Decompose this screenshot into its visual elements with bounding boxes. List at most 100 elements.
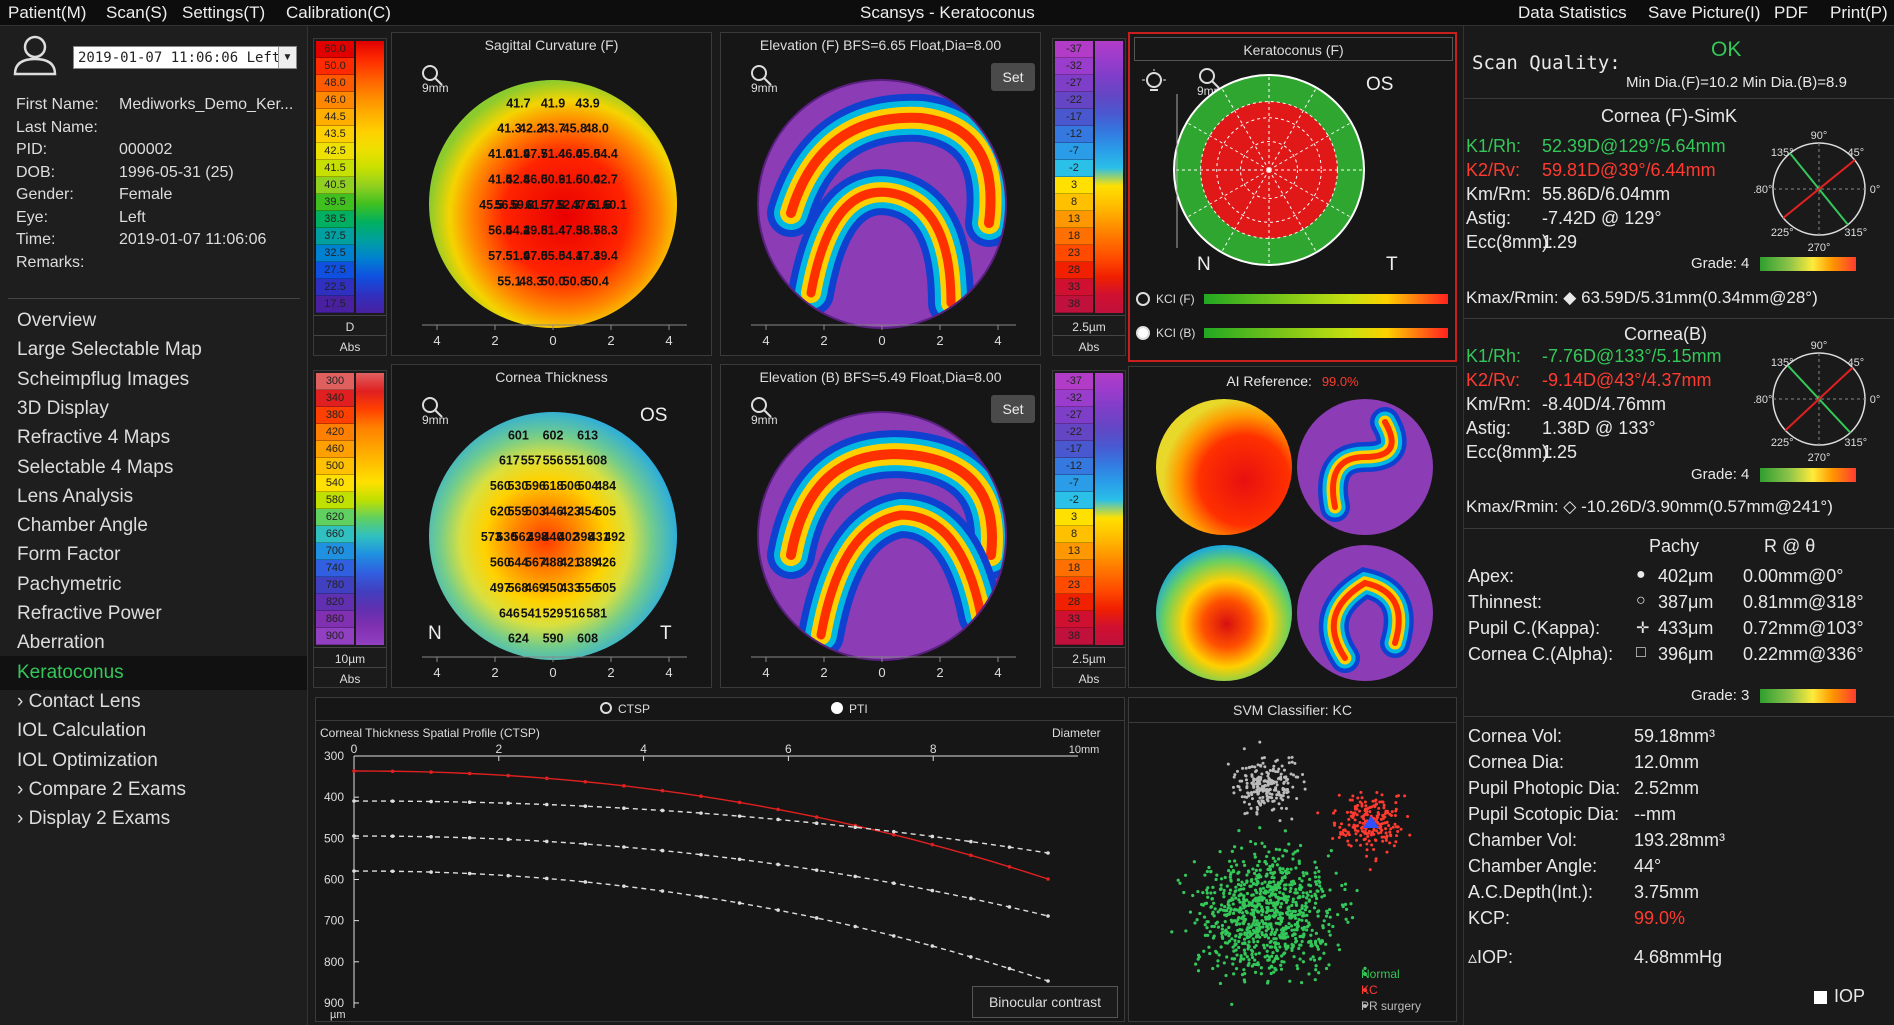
nav-item[interactable]: Pachymetric	[17, 573, 122, 595]
map-value: 488	[543, 555, 564, 569]
scale-unit[interactable]: 2.5µm	[1053, 315, 1125, 337]
axis-angle-label: 180°	[1754, 394, 1772, 406]
map-value: 433	[560, 581, 581, 595]
scale-unit[interactable]: 2.5µm	[1053, 647, 1125, 669]
y-unit: µm	[330, 1009, 346, 1021]
map-value: 421	[560, 555, 581, 569]
axis-angle-label: 90°	[1811, 130, 1828, 142]
magnifier-icon[interactable]	[1197, 66, 1223, 92]
map-value: 51.4	[541, 223, 565, 237]
nav-item[interactable]: Keratoconus	[0, 655, 307, 690]
x-tick: 6	[785, 742, 792, 756]
map-value: 551	[564, 454, 585, 468]
row-value: 59.81D@39°/6.44mm	[1542, 160, 1716, 180]
scale-value: 780	[316, 577, 354, 594]
ctsp-radio[interactable]	[600, 702, 612, 714]
stat-label: KCP:	[1468, 908, 1511, 928]
exam-select[interactable]: 2019-01-07 11:06:06 Left ▼	[73, 46, 297, 69]
menu-print[interactable]: Print(P)	[1830, 3, 1888, 22]
nav-item[interactable]: Large Selectable Map	[17, 339, 202, 361]
x-tick: 2	[820, 333, 827, 348]
nav-item[interactable]: Lens Analysis	[17, 485, 134, 507]
menu-calibration[interactable]: Calibration(C)	[286, 3, 391, 22]
row-value: -7.42D @ 129°	[1542, 208, 1662, 228]
map-value: 56.6	[495, 198, 519, 212]
map-value: 504	[578, 479, 599, 493]
row-value: 1.38D @ 133°	[1542, 418, 1656, 438]
pti-radio[interactable]	[831, 702, 843, 714]
nav-item[interactable]: Chamber Angle	[17, 515, 148, 537]
stat-value: 193.28mm³	[1634, 830, 1726, 850]
menu-scan[interactable]: Scan(S)	[106, 3, 168, 22]
elevation-f-panel[interactable]: Elevation (F) BFS=6.65 Float,Dia=8.00 9m…	[720, 32, 1041, 356]
scale-gradient	[356, 41, 384, 313]
nav-item[interactable]: › Compare 2 Exams	[17, 778, 186, 800]
map-value: 50.0	[576, 173, 600, 187]
nav-item[interactable]: Refractive Power	[17, 603, 162, 624]
binocular-contrast-button[interactable]: Binocular contrast	[972, 986, 1118, 1018]
scale-mode[interactable]: Abs	[314, 335, 386, 357]
nav-item[interactable]: Selectable 4 Maps	[17, 456, 174, 478]
menu-patient[interactable]: Patient(M)	[8, 3, 87, 22]
x-tick: 2	[495, 742, 502, 756]
menu-data-statistics[interactable]: Data Statistics	[1518, 3, 1627, 22]
scale-gradient	[1095, 41, 1123, 313]
magnifier-icon[interactable]	[420, 395, 446, 421]
pachy-symbol-icon: ●	[1636, 566, 1646, 583]
lightbulb-icon[interactable]	[1140, 68, 1168, 98]
nav-item[interactable]: Overview	[17, 310, 97, 331]
scale-values: -37 -32 -27 -22 -17 -12 -7 -2 3 8 13 18 23 28 33 38	[1055, 373, 1093, 645]
map-value: 426	[595, 555, 616, 569]
sagittal-map: 41.7 41.9 43.941.342.243.745.848.041.041.9…	[429, 80, 677, 328]
user-avatar-icon	[13, 35, 57, 76]
keratoconus-panel[interactable]: Keratoconus (F) 9mm OS N T KCI (F) KCI (…	[1128, 32, 1457, 362]
scale-value: 3	[1055, 509, 1093, 526]
magnifier-icon[interactable]	[420, 63, 446, 89]
keratoconus-map	[1173, 74, 1365, 266]
front-grade-label: Grade: 4	[1691, 255, 1750, 272]
nav-item[interactable]: › Contact Lens	[17, 690, 141, 712]
scale-mode[interactable]: Abs	[1053, 667, 1125, 689]
map-value: 57.8	[541, 198, 565, 212]
scale-value: 27.5	[316, 262, 354, 279]
chevron-down-icon[interactable]: ▼	[278, 47, 296, 68]
nav-item[interactable]: Scheimpflug Images	[17, 368, 190, 390]
elevation-b-panel[interactable]: Elevation (B) BFS=5.49 Float,Dia=8.00 9m…	[720, 364, 1041, 688]
map-value: 492	[604, 530, 625, 544]
pachy-grade-bar	[1760, 689, 1856, 703]
map-value: 389	[578, 555, 599, 569]
cornea-thickness-panel[interactable]: Cornea Thickness 9mm OS N T 601 602 613 617…	[391, 364, 712, 688]
axis-angle-label: 135°	[1771, 147, 1794, 159]
nav-item[interactable]: › Display 2 Exams	[17, 808, 171, 830]
nav-item[interactable]: Aberration	[17, 632, 105, 654]
menu-settings[interactable]: Settings(T)	[182, 3, 266, 22]
nav-item[interactable]: Refractive 4 Maps	[17, 427, 171, 449]
menu-save-picture[interactable]: Save Picture(I)	[1648, 3, 1761, 22]
divider	[1129, 722, 1456, 723]
scale-values: -37 -32 -27 -22 -17 -12 -7 -2 3 8 13 18 23 28 33 38	[1055, 41, 1093, 313]
magnifier-icon[interactable]	[749, 63, 775, 89]
stat-value: 3.75mm	[1634, 882, 1700, 902]
scale-unit[interactable]: 10µm	[314, 647, 386, 669]
map-value: 560	[490, 555, 511, 569]
set-button[interactable]: Set	[991, 395, 1035, 423]
x-tick: 4	[640, 742, 647, 756]
map-value: 42.2	[519, 122, 543, 136]
map-value: 646	[499, 606, 520, 620]
scale-mode[interactable]: Abs	[314, 667, 386, 689]
menu-pdf[interactable]: PDF	[1774, 3, 1808, 22]
r-theta-header: R @ θ	[1764, 536, 1816, 556]
nav-item[interactable]: 3D Display	[17, 397, 109, 419]
nav-item[interactable]: IOL Calculation	[17, 720, 147, 742]
kci-f-radio[interactable]	[1136, 292, 1150, 306]
nav-item[interactable]: Form Factor	[17, 544, 121, 566]
nav-item[interactable]: IOL Optimization	[17, 749, 158, 771]
kci-b-radio[interactable]	[1136, 326, 1150, 340]
iop-checkbox[interactable]	[1814, 991, 1827, 1004]
scale-mode[interactable]: Abs	[1053, 335, 1125, 357]
scale-unit[interactable]: D	[314, 315, 386, 337]
set-button[interactable]: Set	[991, 63, 1035, 91]
sagittal-curvature-panel[interactable]: Sagittal Curvature (F) 9mm 41.7 41.9 43.9 4…	[391, 32, 712, 356]
scale-gradient	[1095, 373, 1123, 645]
magnifier-icon[interactable]	[749, 395, 775, 421]
